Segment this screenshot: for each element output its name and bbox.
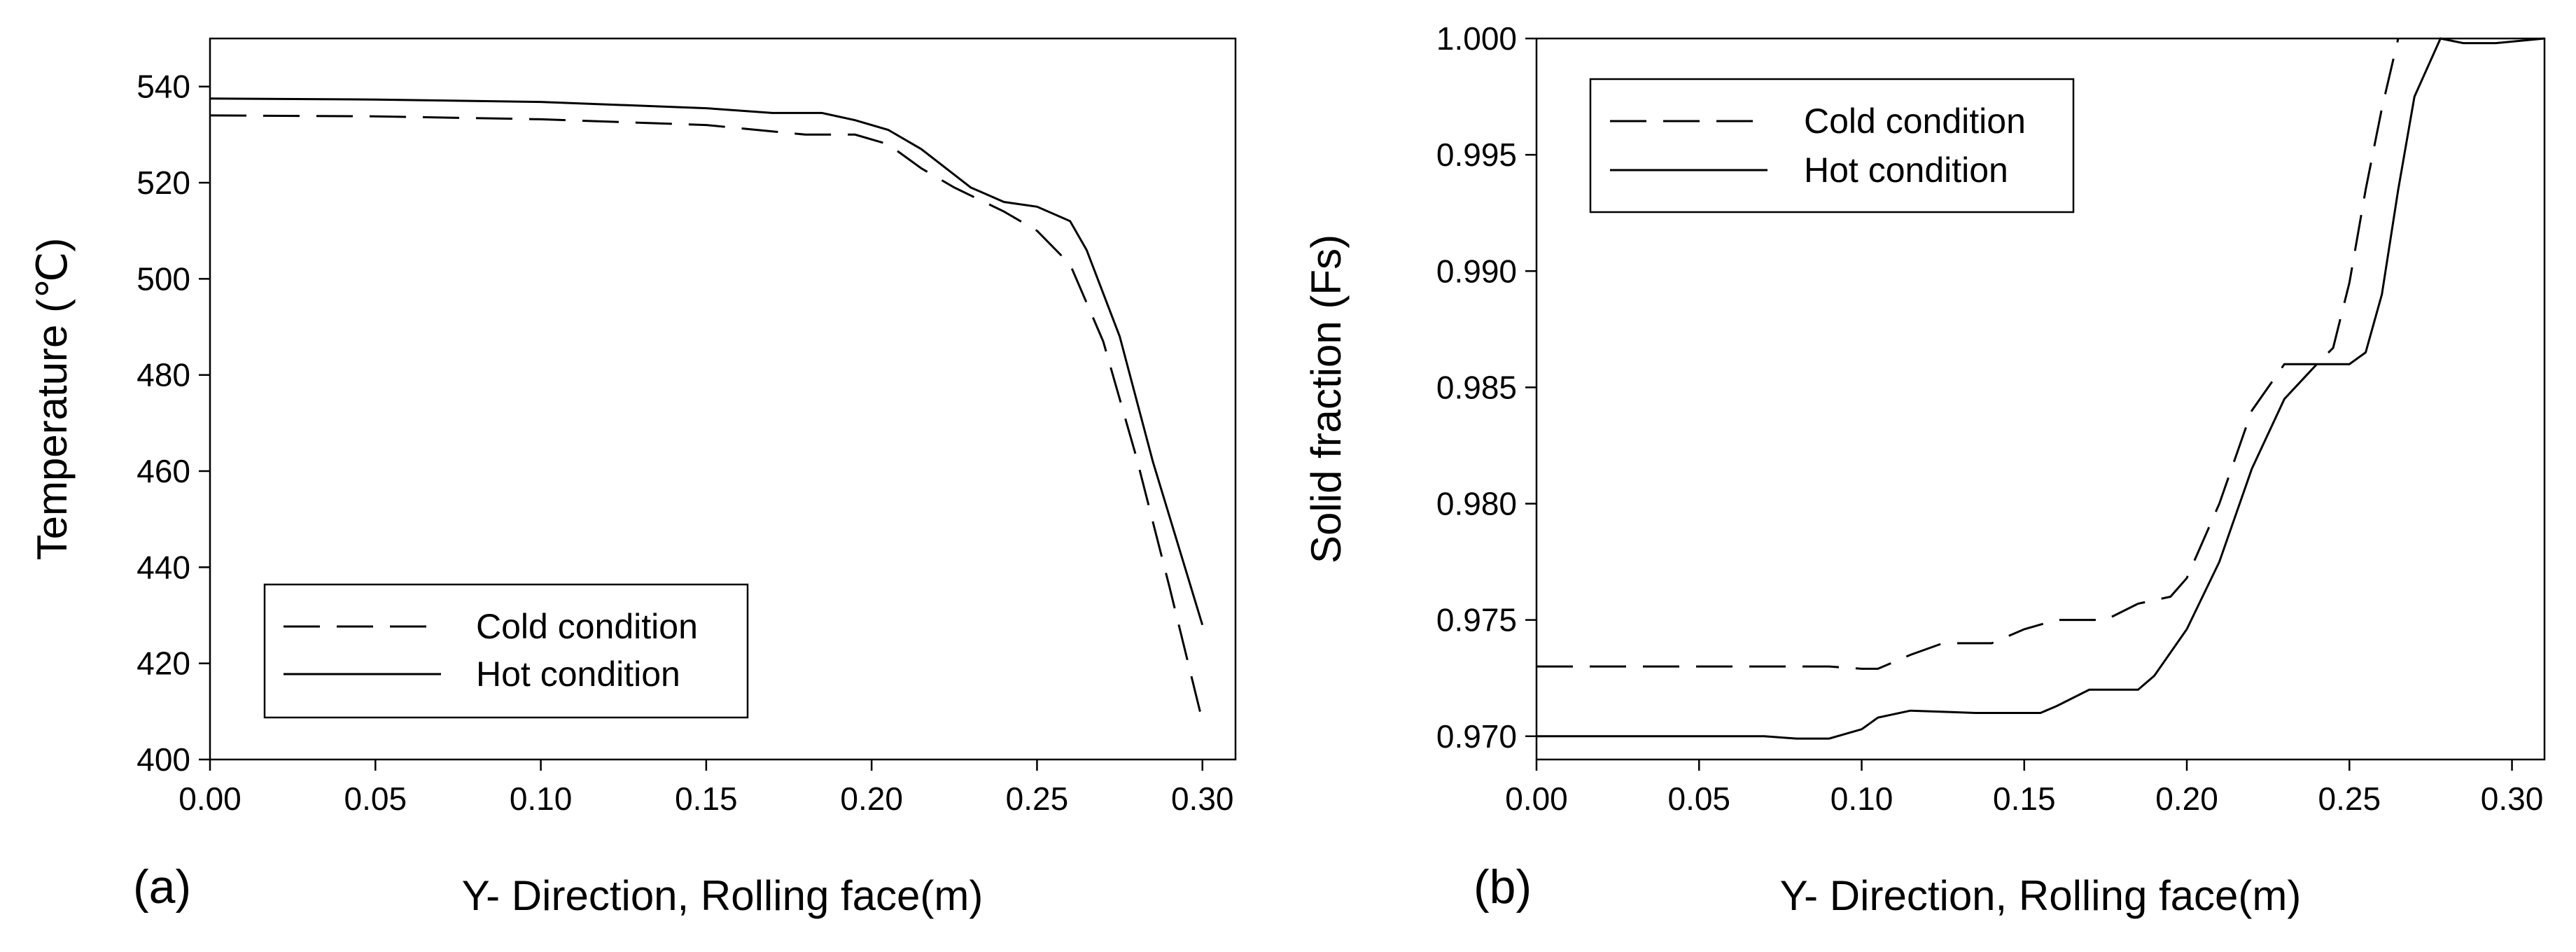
panel-a-x-tick-label: 0.00 <box>178 780 241 817</box>
panel-a-y-tick-label: 460 <box>136 453 190 489</box>
panel-b: 0.00 0.05 0.10 0.15 0.20 0.25 0.30 0.970 0.975 0.… <box>1303 20 2546 919</box>
panel-b-y-tick-label: 0.980 <box>1436 486 1517 522</box>
panel-a-series-cold-condition <box>209 114 1204 722</box>
panel-b-x-tick-label: 0.30 <box>2481 780 2544 817</box>
panel-b-legend-cold-label: Cold condition <box>1804 102 2026 141</box>
panel-a-y-tick-label: 520 <box>136 164 190 201</box>
panel-a-x-tick-label: 0.05 <box>344 780 407 817</box>
panel-a-x-axis-title: Y- Direction, Rolling face(m) <box>462 872 983 919</box>
panel-a-series-hot-condition <box>209 97 1204 626</box>
panel-a-series <box>209 97 1204 722</box>
panel-b-legend-hot-label: Hot condition <box>1804 150 2008 190</box>
panel-a-legend-hot-label: Hot condition <box>476 654 680 694</box>
panel-a-y-tick-label: 400 <box>136 741 190 778</box>
panel-a-y-tick-label: 480 <box>136 357 190 393</box>
panel-b-x-tick-label: 0.00 <box>1505 780 1568 817</box>
panel-b-label: (b) <box>1474 860 1532 913</box>
panel-b-x-axis-title: Y- Direction, Rolling face(m) <box>1780 872 2302 919</box>
panel-a-legend-box <box>263 583 749 719</box>
panel-b-x-tick-label: 0.20 <box>2155 780 2218 817</box>
panel-b-y-axis-title: Solid fraction (Fs) <box>1303 234 1350 564</box>
panel-b-ticks: 0.00 0.05 0.10 0.15 0.20 0.25 0.30 0.970 0.975 0.… <box>1436 20 2543 817</box>
panel-a-ticks: 0.00 0.05 0.10 0.15 0.20 0.25 0.30 400 420 440 460… <box>136 69 1233 817</box>
panel-a-x-tick-label: 0.10 <box>510 780 573 817</box>
panel-a-legend-cold-label: Cold condition <box>476 607 698 646</box>
panel-a-x-tick-label: 0.20 <box>840 780 903 817</box>
panel-b-series-cold-condition <box>1536 38 2400 670</box>
panel-b-y-tick-label: 0.970 <box>1436 718 1517 755</box>
panel-b-legend: Cold condition Hot condition <box>1589 78 2075 214</box>
panel-b-y-tick-label: 0.995 <box>1436 136 1517 173</box>
panel-a-legend: Cold condition Hot condition <box>263 583 749 719</box>
panel-a-x-tick-label: 0.25 <box>1006 780 1069 817</box>
panel-a-y-tick-label: 440 <box>136 549 190 585</box>
panel-a-y-tick-label: 540 <box>136 69 190 105</box>
panel-a: 0.00 0.05 0.10 0.15 0.20 0.25 0.30 400 420 440 460… <box>29 37 1237 919</box>
panel-b-y-tick-label: 0.985 <box>1436 369 1517 405</box>
panel-a-y-tick-label: 500 <box>136 260 190 297</box>
panel-a-x-tick-label: 0.15 <box>675 780 738 817</box>
panel-a-label: (a) <box>133 860 191 913</box>
panel-b-x-tick-label: 0.25 <box>2318 780 2381 817</box>
panel-b-legend-box <box>1589 78 2075 214</box>
panel-b-series-hot-condition <box>1536 37 2545 740</box>
panel-a-y-tick-label: 420 <box>136 645 190 682</box>
panel-b-x-tick-label: 0.15 <box>1993 780 2056 817</box>
panel-b-x-tick-label: 0.10 <box>1830 780 1893 817</box>
panel-a-y-axis-title: Temperature (℃) <box>29 238 76 561</box>
panel-b-x-tick-label: 0.05 <box>1667 780 1730 817</box>
panel-b-plot-frame <box>1535 37 2546 761</box>
panel-b-series <box>1536 37 2545 740</box>
panel-a-plot-frame <box>209 37 1237 761</box>
panel-b-y-tick-label: 0.975 <box>1436 602 1517 638</box>
panel-a-x-tick-label: 0.30 <box>1171 780 1234 817</box>
panel-b-y-tick-label: 0.990 <box>1436 253 1517 289</box>
panel-b-y-tick-label: 1.000 <box>1436 20 1517 57</box>
